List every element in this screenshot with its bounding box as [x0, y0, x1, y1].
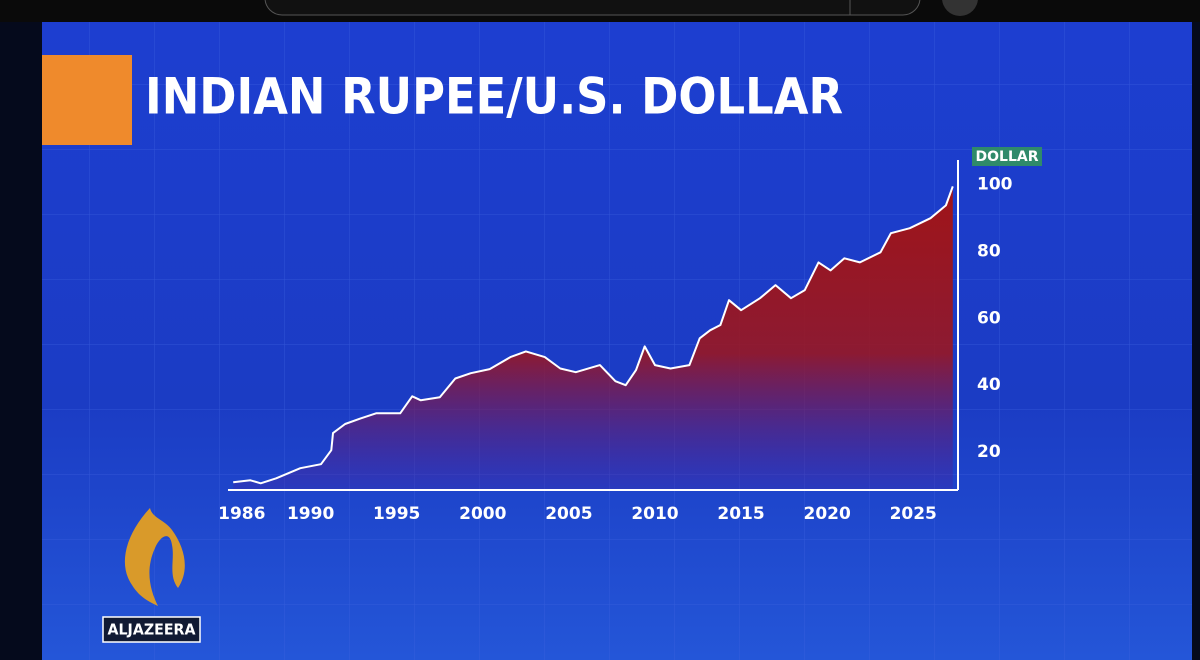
y-axis-label: DOLLAR — [976, 149, 1039, 165]
x-tick-label: 2005 — [545, 504, 592, 524]
x-tick-label: 2000 — [459, 504, 506, 524]
y-tick-label: 60 — [977, 308, 1001, 328]
x-tick-label: 1995 — [373, 504, 420, 524]
x-tick-label: 2025 — [890, 504, 937, 524]
y-tick-label: 40 — [977, 375, 1001, 395]
line — [233, 186, 954, 485]
x-tick-label: 1986 — [218, 504, 265, 524]
mic-button[interactable] — [942, 0, 978, 16]
x-tick-label: 2020 — [803, 504, 850, 524]
y-tick-label: 20 — [977, 442, 1001, 462]
x-tick-label: 2010 — [631, 504, 678, 524]
logo-text: ALJAZEERA — [108, 621, 196, 639]
chart-title: INDIAN RUPEE/U.S. DOLLAR — [145, 68, 843, 126]
x-tick-label: 1990 — [287, 504, 334, 524]
y-axis-label-box — [972, 147, 1042, 166]
search-box[interactable] — [264, 0, 921, 16]
background-grid — [42, 22, 1192, 660]
logo-box — [102, 616, 201, 643]
plot: 20 40 60 80 100 1986 1990 1995 2000 2005 2010 2015 2… — [218, 160, 1013, 524]
area — [233, 186, 953, 490]
x-tick-label: 2015 — [717, 504, 764, 524]
logo-emblem — [124, 508, 185, 606]
y-tick-label: 100 — [977, 174, 1013, 194]
title-square — [42, 55, 132, 145]
y-tick-label: 80 — [977, 241, 1001, 261]
